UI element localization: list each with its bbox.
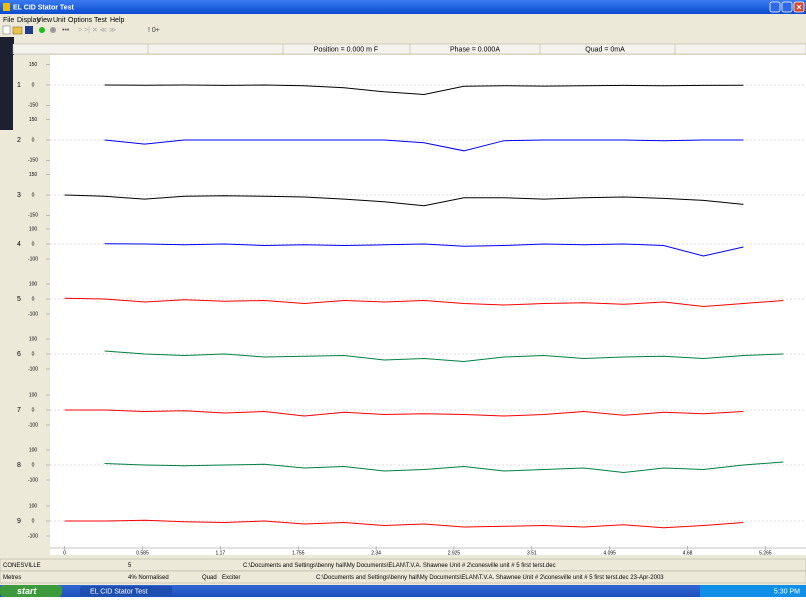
phase-readout: Phase = 0.000A	[450, 46, 500, 53]
y-tick-label: 150	[29, 62, 38, 68]
y-tick-label: 0	[32, 82, 35, 88]
tool-icon[interactable]: > >| ✕ ≪ ≫	[78, 27, 116, 34]
y-tick-label: 100	[29, 503, 38, 509]
x-tick-label: 1.755	[292, 550, 305, 556]
y-tick-label: 0	[32, 518, 35, 524]
status-field: Metres	[3, 575, 21, 581]
y-tick-label: 150	[29, 172, 38, 178]
y-tick-label: 0	[32, 407, 35, 413]
menu-item[interactable]: View	[37, 17, 53, 24]
y-tick-label: -100	[28, 422, 38, 428]
x-tick-label: 2.925	[448, 550, 461, 556]
y-tick-label: 0	[32, 137, 35, 143]
channel-label: 5	[17, 296, 21, 303]
y-tick-label: -100	[28, 311, 38, 317]
minimize-button[interactable]	[770, 2, 780, 12]
channel-label: 9	[17, 518, 21, 525]
status-field: 4% Normalised	[128, 575, 169, 581]
x-tick-label: 3.51	[527, 550, 537, 556]
channel-label: 8	[17, 462, 21, 469]
menu-item[interactable]: Test	[94, 17, 107, 24]
y-tick-label: 100	[29, 226, 38, 232]
y-tick-label: 100	[29, 336, 38, 342]
tool-icon[interactable]: ! 0+	[148, 27, 160, 34]
y-tick-label: -100	[28, 256, 38, 262]
y-tick-label: 0	[32, 296, 35, 302]
stop-icon[interactable]	[50, 27, 56, 33]
y-tick-label: 0	[32, 462, 35, 468]
app-icon	[3, 3, 10, 11]
status-field: CONESVILLE	[3, 563, 41, 569]
y-tick-label: 0	[32, 351, 35, 357]
task-label: EL CID Stator Test	[90, 588, 148, 595]
x-tick-label: 4.095	[603, 550, 616, 556]
y-tick-label: 100	[29, 281, 38, 287]
window-title: EL CID Stator Test	[13, 4, 74, 11]
y-tick-label: -100	[28, 533, 38, 539]
maximize-button[interactable]	[782, 2, 792, 12]
new-icon[interactable]	[3, 26, 10, 34]
menu-item[interactable]: Unit	[53, 17, 66, 24]
channel-label: 7	[17, 407, 21, 414]
quad-readout: Quad = 0mA	[585, 46, 625, 53]
channel-label: 4	[17, 241, 21, 248]
x-tick-label: 0.585	[136, 550, 149, 556]
title-bar	[0, 0, 806, 14]
tool-icon[interactable]: •••	[62, 27, 70, 34]
x-tick-label: 1.17	[215, 550, 225, 556]
y-tick-label: 0	[32, 192, 35, 198]
channel-label: 3	[17, 192, 21, 199]
y-tick-label: -150	[28, 213, 38, 219]
menu-item[interactable]: Help	[110, 17, 125, 24]
y-tick-label: -150	[28, 158, 38, 164]
open-icon[interactable]	[13, 27, 22, 34]
x-tick-label: 5.265	[759, 550, 772, 556]
y-tick-label: 150	[29, 117, 38, 123]
y-tick-label: -100	[28, 366, 38, 372]
start-label: start	[17, 586, 38, 596]
x-tick-label: 4.68	[683, 550, 693, 556]
run-icon[interactable]	[39, 27, 45, 33]
x-tick-label: 2.34	[371, 550, 381, 556]
channel-label: 2	[17, 137, 21, 144]
menu-item[interactable]: Options	[68, 17, 93, 24]
desktop	[0, 37, 14, 130]
position-readout: Position = 0.000 m F	[314, 46, 378, 53]
status-field: C:\Documents and Settings\benny hall\My …	[316, 575, 664, 581]
y-tick-label: 0	[32, 241, 35, 247]
clock: 5:30 PM	[774, 588, 800, 595]
y-tick-label: 100	[29, 392, 38, 398]
y-tick-label: -100	[28, 477, 38, 483]
y-tick-label: -150	[28, 103, 38, 109]
y-tick-label: 100	[29, 447, 38, 453]
channel-label: 1	[17, 82, 21, 89]
status-field: Exciter	[222, 575, 240, 581]
status-field: C:\Documents and Settings\benny hall\My …	[243, 563, 556, 569]
channel-label: 6	[17, 351, 21, 358]
save-icon[interactable]	[25, 26, 33, 34]
menu-item[interactable]: File	[3, 17, 14, 24]
header-row	[13, 44, 806, 54]
screen: EL CID Stator Test FileDisplayViewUnitOp…	[0, 0, 806, 597]
status-field: Quad	[202, 575, 217, 581]
x-tick-label: 0	[63, 550, 66, 556]
